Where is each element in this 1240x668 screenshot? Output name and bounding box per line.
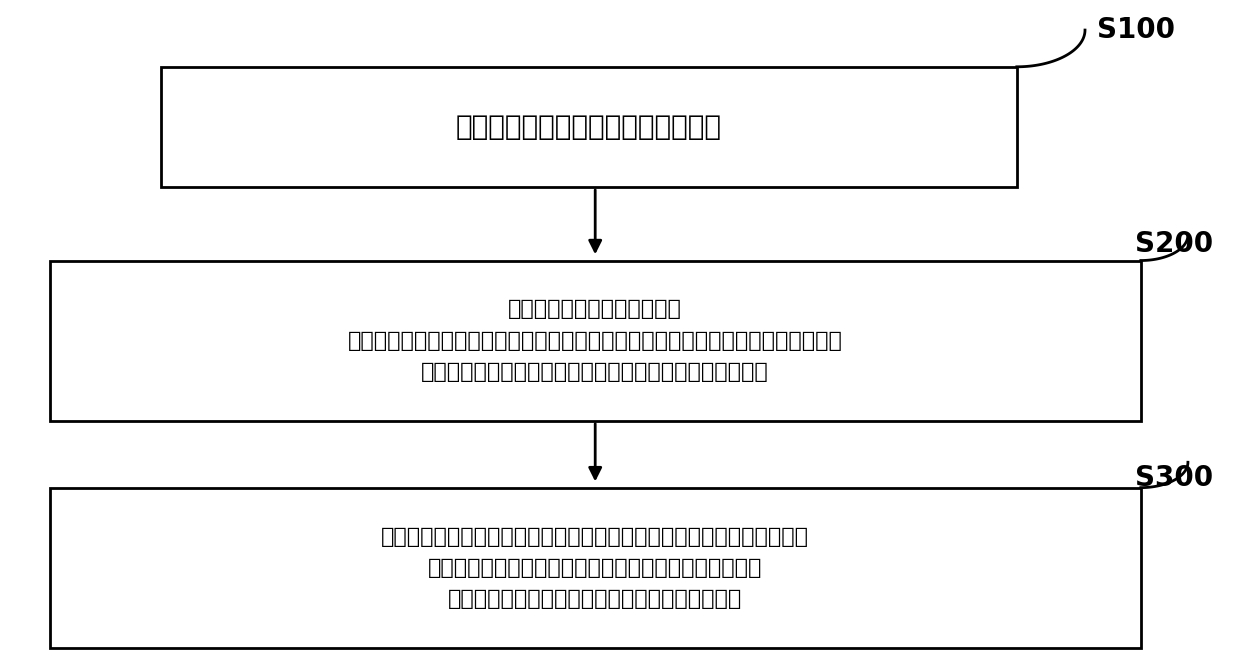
- FancyBboxPatch shape: [50, 261, 1141, 421]
- Text: S100: S100: [1097, 16, 1176, 44]
- FancyBboxPatch shape: [161, 67, 1017, 187]
- Text: S200: S200: [1135, 230, 1213, 258]
- Text: 据实际测试数据，绘出实际单堆燃料电池系统效率随输出功率变化曲线；
通过多堆燃料电池发电系统的功率自适应分配控制方法，
将负载所需功率合理分配给各个单堆燃料电池系: 据实际测试数据，绘出实际单堆燃料电池系统效率随输出功率变化曲线； 通过多堆燃料电…: [381, 526, 810, 609]
- FancyBboxPatch shape: [50, 488, 1141, 648]
- Text: 计算单堆燃料电池系统效率；
通过单堆燃料电池系统效率随输出功率变化关系，获得多堆燃料电池发电系统效率；
建立多堆燃料电池发电系统整体效率及负载功率约束关系；: 计算单堆燃料电池系统效率； 通过单堆燃料电池系统效率随输出功率变化关系，获得多堆…: [347, 299, 843, 382]
- Text: S300: S300: [1135, 464, 1213, 492]
- Text: 建立多堆燃料电池发电系统拓扑结构: 建立多堆燃料电池发电系统拓扑结构: [456, 113, 722, 141]
